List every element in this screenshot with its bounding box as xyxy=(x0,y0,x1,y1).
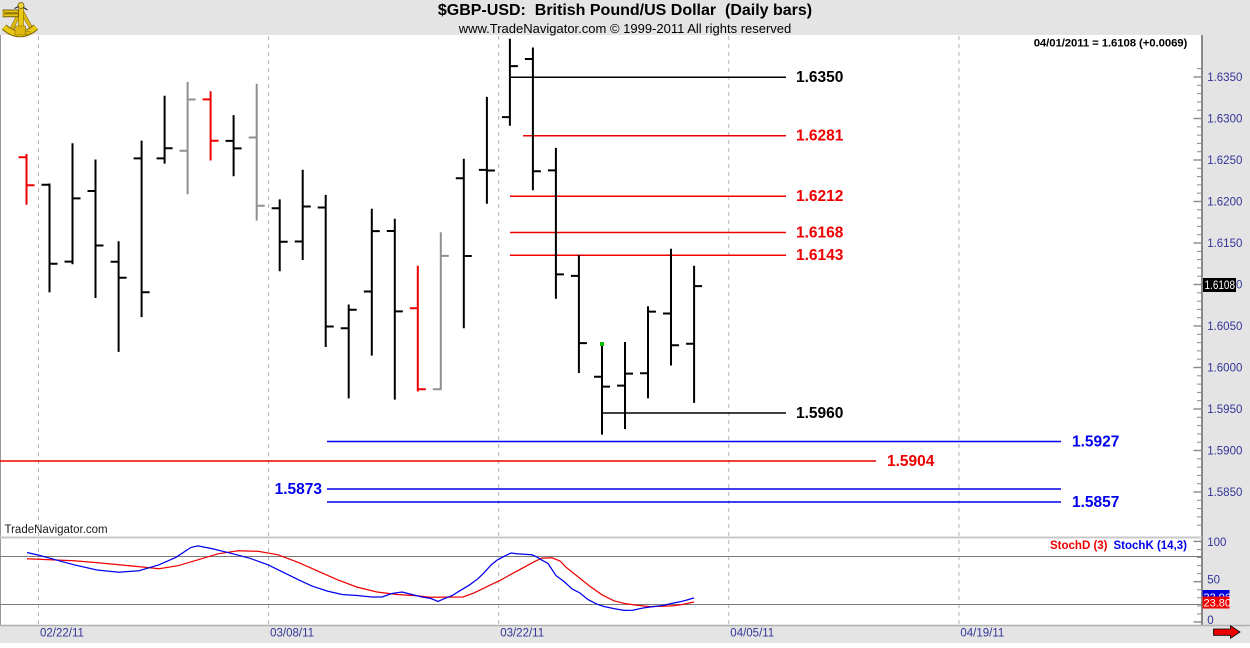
svg-text:23.80: 23.80 xyxy=(1204,598,1232,610)
svg-text:1.6050: 1.6050 xyxy=(1207,321,1242,333)
svg-text:1.6108: 1.6108 xyxy=(1205,280,1236,292)
svg-text:1.5900: 1.5900 xyxy=(1207,446,1242,458)
svg-text:1.6150: 1.6150 xyxy=(1207,238,1242,250)
svg-text:1.5850: 1.5850 xyxy=(1207,487,1242,499)
svg-text:50: 50 xyxy=(1207,575,1220,587)
svg-text:1.6168: 1.6168 xyxy=(796,225,844,242)
svg-text:$GBP-USD: British Pound/US Do: $GBP-USD: British Pound/US Dollar (Daily… xyxy=(438,2,812,19)
svg-text:04/05/11: 04/05/11 xyxy=(730,628,774,640)
svg-text:100: 100 xyxy=(1207,537,1226,549)
svg-text:1.5873: 1.5873 xyxy=(275,481,323,498)
svg-text:04/19/11: 04/19/11 xyxy=(960,628,1004,640)
svg-text:1.6250: 1.6250 xyxy=(1207,155,1242,167)
svg-text:StochD (3): StochD (3) xyxy=(1050,540,1108,552)
svg-text:1.6212: 1.6212 xyxy=(796,188,843,205)
svg-text:1.5904: 1.5904 xyxy=(887,453,935,470)
svg-text:04/01/2011 = 1.6108 (+0.0069): 04/01/2011 = 1.6108 (+0.0069) xyxy=(1034,37,1188,49)
svg-text:1.5857: 1.5857 xyxy=(1072,494,1119,511)
svg-text:StochK (14,3): StochK (14,3) xyxy=(1114,540,1188,552)
svg-text:1.5950: 1.5950 xyxy=(1207,404,1242,416)
svg-text:03/08/11: 03/08/11 xyxy=(270,628,314,640)
svg-text:1.6350: 1.6350 xyxy=(1207,72,1242,84)
svg-text:1.6281: 1.6281 xyxy=(796,128,844,145)
svg-text:1.5927: 1.5927 xyxy=(1072,434,1119,451)
svg-text:1.6200: 1.6200 xyxy=(1207,197,1242,209)
svg-text:03/22/11: 03/22/11 xyxy=(500,628,544,640)
svg-text:1.6300: 1.6300 xyxy=(1207,114,1242,126)
svg-text:1.5960: 1.5960 xyxy=(796,405,843,422)
svg-text:1.6143: 1.6143 xyxy=(796,247,844,264)
svg-text:1.6000: 1.6000 xyxy=(1207,363,1242,375)
svg-text:TradeNavigator.com: TradeNavigator.com xyxy=(5,524,108,536)
svg-text:0: 0 xyxy=(1207,615,1213,627)
svg-text:1.6350: 1.6350 xyxy=(796,69,843,86)
svg-text:www.TradeNavigator.com © 1999-: www.TradeNavigator.com © 1999-2011 All r… xyxy=(458,21,792,36)
svg-text:02/22/11: 02/22/11 xyxy=(40,628,84,640)
